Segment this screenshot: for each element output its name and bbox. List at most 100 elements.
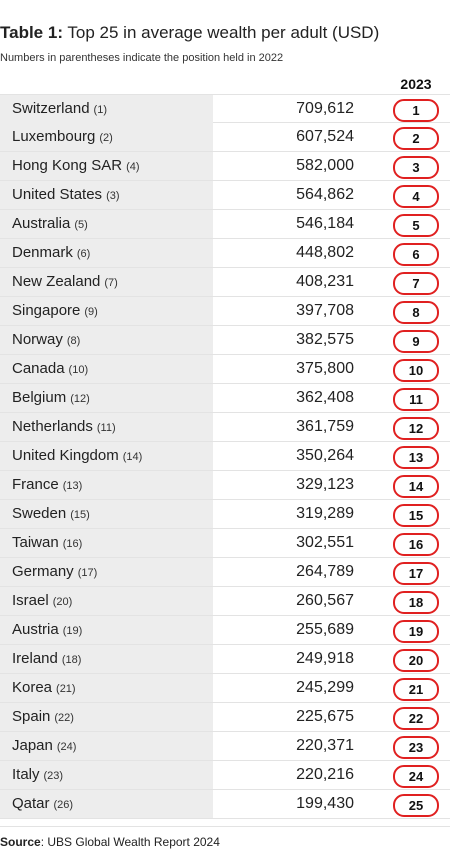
- country-cell: Hong Kong SAR (4): [0, 152, 213, 180]
- country-cell: Luxembourg (2): [0, 123, 213, 151]
- country-cell: Canada (10): [0, 355, 213, 383]
- table-row: Austria (19) 255,689 19: [0, 616, 450, 645]
- country-name: Netherlands (11): [12, 413, 116, 442]
- wealth-value: 564,862: [296, 186, 354, 203]
- country-cell: France (13): [0, 471, 213, 499]
- previous-position: (2): [99, 132, 113, 144]
- country-name: Hong Kong SAR (4): [12, 152, 140, 181]
- wealth-value: 260,567: [296, 592, 354, 609]
- country-name: Germany (17): [12, 558, 97, 587]
- country-cell: Japan (24): [0, 732, 213, 760]
- rank-badge: 6: [393, 243, 439, 266]
- rank-badge: 9: [393, 330, 439, 353]
- country-name: Japan (24): [12, 732, 76, 761]
- country-name: Italy (23): [12, 761, 63, 790]
- country-name: Denmark (6): [12, 239, 90, 268]
- previous-position: (1): [93, 104, 107, 116]
- rank-badge: 13: [393, 446, 439, 469]
- footer-divider: [0, 826, 450, 827]
- wealth-value: 397,708: [296, 302, 354, 319]
- country-cell: Sweden (15): [0, 500, 213, 528]
- country-name: Taiwan (16): [12, 529, 82, 558]
- rank-badge: 12: [393, 417, 439, 440]
- country-cell: New Zealand (7): [0, 268, 213, 296]
- country-label: Norway: [12, 331, 63, 348]
- country-name: Norway (8): [12, 326, 80, 355]
- country-label: Switzerland: [12, 100, 90, 117]
- wealth-value: 220,216: [296, 766, 354, 783]
- country-cell: United Kingdom (14): [0, 442, 213, 470]
- wealth-value: 362,408: [296, 389, 354, 406]
- table-row: Singapore (9) 397,708 8: [0, 297, 450, 326]
- country-label: Singapore: [12, 302, 81, 319]
- wealth-value: 264,789: [296, 563, 354, 580]
- table-row: Spain (22) 225,675 22: [0, 703, 450, 732]
- source-note: Source: UBS Global Wealth Report 2024: [0, 835, 220, 849]
- previous-position: (22): [54, 712, 74, 724]
- source-label: Source: [0, 835, 41, 849]
- country-name: Luxembourg (2): [12, 123, 113, 152]
- source-text: : UBS Global Wealth Report 2024: [40, 835, 220, 849]
- previous-position: (14): [122, 451, 143, 463]
- previous-position: (17): [77, 567, 98, 579]
- wealth-value: 375,800: [296, 360, 354, 377]
- country-name: Switzerland (1): [12, 95, 107, 124]
- table-title-prefix: Table 1:: [0, 23, 63, 42]
- table-row: Israel (20) 260,567 18: [0, 587, 450, 616]
- country-name: New Zealand (7): [12, 268, 118, 297]
- previous-position: (10): [68, 364, 89, 376]
- country-label: Austria: [12, 621, 59, 638]
- wealth-value: 382,575: [296, 331, 354, 348]
- country-label: United Kingdom: [12, 447, 119, 464]
- wealth-value: 607,524: [296, 128, 354, 145]
- country-cell: Korea (21): [0, 674, 213, 702]
- table-row: Australia (5) 546,184 5: [0, 210, 450, 239]
- rank-badge: 3: [393, 156, 439, 179]
- country-name: Canada (10): [12, 355, 88, 384]
- wealth-value: 302,551: [296, 534, 354, 551]
- rank-badge: 18: [393, 591, 439, 614]
- table-row: Hong Kong SAR (4) 582,000 3: [0, 152, 450, 181]
- wealth-value: 361,759: [296, 418, 354, 435]
- country-label: France: [12, 476, 59, 493]
- previous-position: (19): [62, 625, 83, 637]
- country-label: New Zealand: [12, 273, 101, 290]
- rank-badge: 7: [393, 272, 439, 295]
- rank-badge: 16: [393, 533, 439, 556]
- country-name: Singapore (9): [12, 297, 98, 326]
- wealth-value: 350,264: [296, 447, 354, 464]
- country-name: United Kingdom (14): [12, 442, 142, 471]
- rank-badge: 11: [393, 388, 439, 411]
- table-row: New Zealand (7) 408,231 7: [0, 268, 450, 297]
- country-cell: Ireland (18): [0, 645, 213, 673]
- wealth-value: 709,612: [296, 100, 354, 117]
- rank-badge: 23: [393, 736, 439, 759]
- country-cell: Austria (19): [0, 616, 213, 644]
- previous-position: (4): [126, 161, 140, 173]
- country-name: Sweden (15): [12, 500, 90, 529]
- previous-position: (23): [43, 770, 64, 782]
- previous-position: (15): [70, 509, 90, 521]
- table-row: Netherlands (11) 361,759 12: [0, 413, 450, 442]
- rank-badge: 22: [393, 707, 439, 730]
- country-name: France (13): [12, 471, 82, 500]
- table-row: Taiwan (16) 302,551 16: [0, 529, 450, 558]
- country-label: Denmark: [12, 244, 73, 261]
- previous-position: (16): [62, 538, 83, 550]
- table-subtitle: Numbers in parentheses indicate the posi…: [0, 52, 284, 64]
- country-label: Australia: [12, 215, 71, 232]
- country-label: Belgium: [12, 389, 67, 406]
- previous-position: (3): [106, 190, 120, 202]
- table-row: Canada (10) 375,800 10: [0, 355, 450, 384]
- previous-position: (12): [70, 393, 90, 405]
- wealth-value: 582,000: [296, 157, 354, 174]
- country-cell: Norway (8): [0, 326, 213, 354]
- country-cell: Germany (17): [0, 558, 213, 586]
- wealth-value: 249,918: [296, 650, 354, 667]
- country-cell: Netherlands (11): [0, 413, 213, 441]
- table-row: Ireland (18) 249,918 20: [0, 645, 450, 674]
- country-name: Australia (5): [12, 210, 88, 239]
- wealth-value: 245,299: [296, 679, 354, 696]
- ranking-table: Switzerland (1) 709,612 1 Luxembourg (2) 607,5…: [0, 94, 450, 819]
- table-row: Luxembourg (2) 607,524 2: [0, 123, 450, 152]
